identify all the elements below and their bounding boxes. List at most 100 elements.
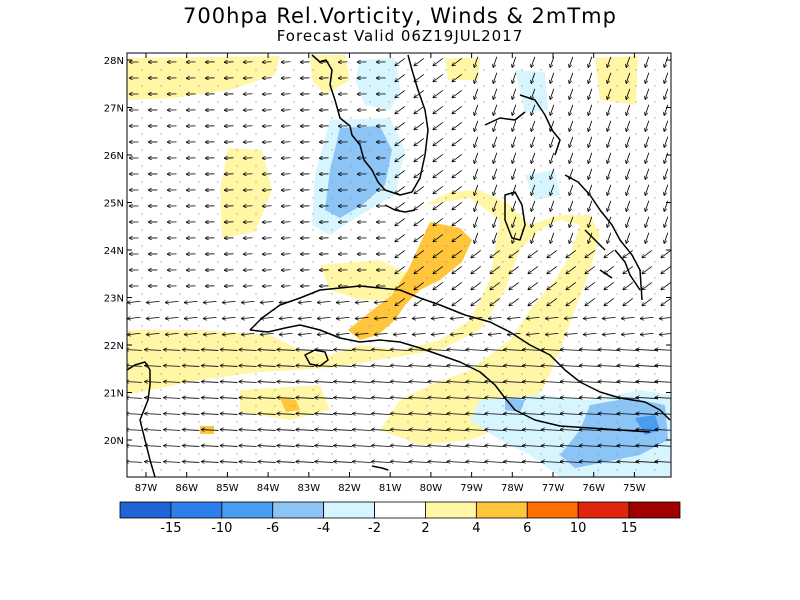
grid-dot — [464, 453, 466, 455]
wind-arrow — [585, 282, 596, 289]
grid-dot — [179, 389, 181, 391]
grid-dot — [635, 437, 637, 439]
grid-dot — [312, 197, 314, 199]
wind-arrow — [617, 413, 639, 414]
grid-dot — [426, 357, 428, 359]
wind-arrow — [569, 104, 574, 115]
grid-dot — [179, 229, 181, 231]
grid-dot — [578, 453, 580, 455]
lon-label: 75W — [623, 483, 646, 494]
wind-arrow — [626, 88, 631, 99]
grid-dot — [483, 453, 485, 455]
grid-dot — [198, 373, 200, 375]
wind-arrow — [202, 398, 219, 399]
wind-arrow — [566, 250, 577, 257]
wind-arrow — [128, 317, 141, 318]
grid-dot — [350, 293, 352, 295]
colorbar-label: 15 — [621, 521, 638, 536]
grid-dot — [616, 405, 618, 407]
wind-arrow — [372, 350, 391, 351]
grid-dot — [559, 197, 561, 199]
wind-arrow — [242, 333, 255, 334]
isle-of-youth-coastline — [304, 349, 329, 367]
wind-arrow — [626, 136, 631, 147]
grid-dot — [407, 133, 409, 135]
wind-arrow — [395, 122, 406, 129]
grid-dot — [445, 341, 447, 343]
grid-dot — [654, 437, 656, 439]
grid-dot — [388, 309, 390, 311]
grid-dot — [236, 213, 238, 215]
wind-arrow — [579, 445, 601, 446]
wind-arrow — [531, 216, 536, 227]
grid-dot — [255, 85, 257, 87]
wind-arrow — [645, 56, 650, 67]
grid-dot — [369, 293, 371, 295]
grid-dot — [521, 309, 523, 311]
grid-dot — [198, 213, 200, 215]
grid-dot — [141, 389, 143, 391]
wind-arrow — [542, 397, 563, 398]
grid-dot — [160, 309, 162, 311]
grid-dot — [141, 69, 143, 71]
grid-dot — [445, 197, 447, 199]
grid-dot — [559, 405, 561, 407]
grid-dot — [274, 245, 276, 247]
wind-arrow — [493, 72, 498, 83]
grid-dot — [502, 389, 504, 391]
grid-dot — [312, 453, 314, 455]
wind-arrow — [493, 200, 498, 211]
grid-dot — [312, 389, 314, 391]
grid-dot — [331, 341, 333, 343]
grid-dot — [407, 325, 409, 327]
grid-dot — [445, 85, 447, 87]
grid-dot — [331, 261, 333, 263]
grid-dot — [521, 69, 523, 71]
grid-dot — [616, 181, 618, 183]
colorbar-label: 10 — [570, 521, 587, 536]
wind-arrow — [542, 381, 563, 382]
wind-arrow — [550, 120, 555, 131]
grid-dot — [255, 229, 257, 231]
grid-dot — [331, 101, 333, 103]
wind-arrow — [261, 317, 274, 318]
grid-dot — [160, 421, 162, 423]
wind-arrow — [542, 461, 563, 462]
wind-arrow — [598, 365, 620, 366]
colorbar-swatch — [475, 501, 528, 519]
grid-dot — [255, 421, 257, 423]
grid-dot — [616, 309, 618, 311]
florida-coastline — [311, 54, 429, 196]
grid-dot — [426, 229, 428, 231]
grid-dot — [141, 469, 143, 471]
grid-dot — [217, 245, 219, 247]
wind-arrow — [315, 350, 334, 351]
grid-dot — [312, 245, 314, 247]
grid-dot — [578, 101, 580, 103]
wind-arrow — [512, 216, 517, 227]
wind-arrow — [433, 218, 444, 225]
wind-arrow — [645, 168, 650, 179]
grid-dot — [559, 469, 561, 471]
grid-dot — [369, 69, 371, 71]
grid-dot — [483, 165, 485, 167]
grid-dot — [331, 149, 333, 151]
grid-dot — [141, 453, 143, 455]
wind-arrow — [414, 170, 425, 177]
shade-yellow — [220, 148, 272, 238]
grid-dot — [179, 469, 181, 471]
wind-arrow — [334, 446, 353, 447]
grid-dot — [635, 117, 637, 119]
wind-arrow — [512, 120, 517, 131]
wind-arrow — [626, 216, 631, 227]
grid-dot — [179, 261, 181, 263]
wind-arrow — [485, 381, 506, 382]
grid-dot — [141, 277, 143, 279]
grid-dot — [350, 341, 352, 343]
grid-dot — [502, 437, 504, 439]
wind-arrow — [664, 120, 669, 131]
wind-arrow — [566, 298, 577, 305]
wind-arrow — [413, 317, 426, 318]
wind-arrow — [550, 232, 555, 243]
